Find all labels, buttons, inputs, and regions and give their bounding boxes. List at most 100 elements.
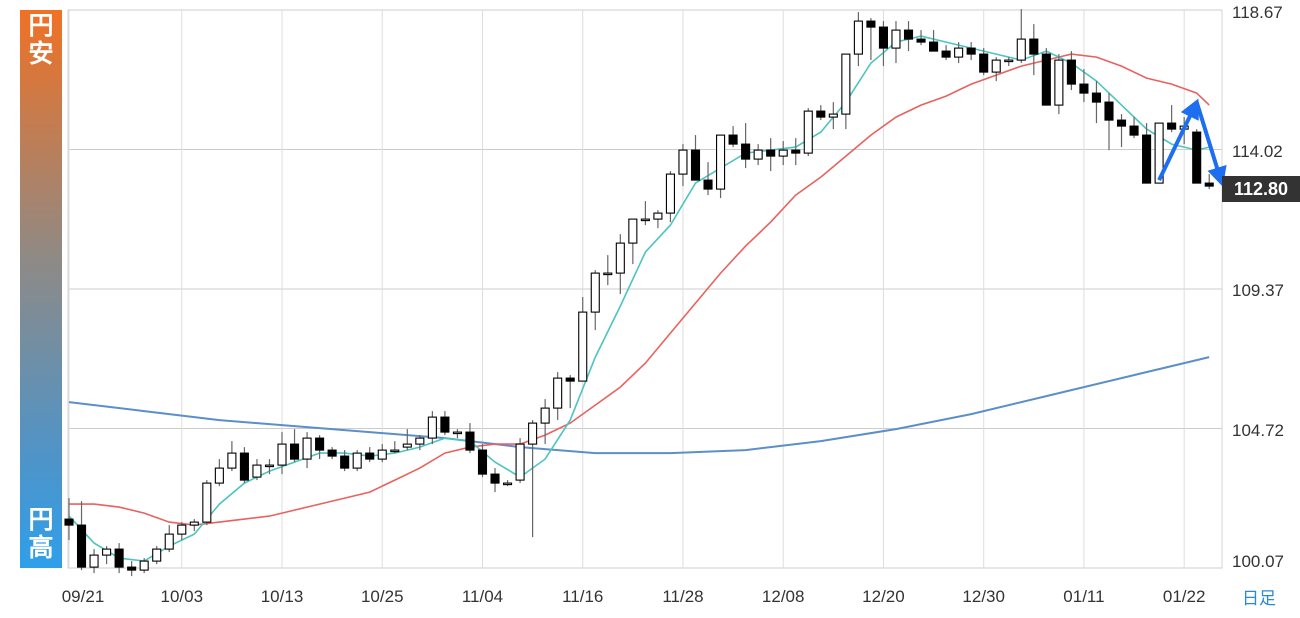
candle-body <box>540 407 550 424</box>
candle <box>1041 48 1051 106</box>
candle-body <box>1041 53 1051 106</box>
candle <box>1054 54 1064 115</box>
x-tick-label: 01/22 <box>1162 587 1206 606</box>
candle-body <box>340 455 350 469</box>
candle-body <box>152 548 162 562</box>
candle-body <box>440 416 450 433</box>
candle-body <box>878 26 889 49</box>
candle <box>553 372 563 421</box>
candle-body <box>465 431 475 451</box>
candle-body <box>628 218 638 244</box>
candle <box>891 21 901 64</box>
ma-short-line <box>68 35 1210 562</box>
candle <box>1192 129 1202 184</box>
candle <box>690 135 701 181</box>
candle-body <box>515 443 525 481</box>
x-tick-label: 11/28 <box>662 587 704 606</box>
candle-body <box>327 449 337 457</box>
candle-body <box>991 59 1001 73</box>
candle-body <box>189 521 199 526</box>
candle-body <box>164 533 174 550</box>
candle-body <box>502 482 513 486</box>
candle <box>1029 24 1039 76</box>
candle <box>1091 81 1102 124</box>
candle <box>828 102 838 130</box>
candle-body <box>716 134 726 190</box>
candle <box>841 53 851 130</box>
candle-body <box>853 20 863 55</box>
candle-body <box>89 554 99 568</box>
candle <box>327 447 337 460</box>
candle-body <box>264 464 275 468</box>
candle <box>728 126 738 148</box>
candle-body <box>979 53 989 73</box>
candle-body <box>665 173 675 214</box>
candle <box>402 429 412 451</box>
candle-body <box>703 179 713 190</box>
x-tick-label: 10/03 <box>160 587 204 606</box>
candle-body <box>139 560 149 571</box>
candle-body <box>315 437 325 451</box>
candle-body <box>102 548 112 556</box>
ma-long-line <box>68 356 1210 455</box>
candle-body <box>553 377 563 409</box>
candle-body <box>490 473 500 484</box>
candle-body <box>289 443 300 460</box>
candle-body <box>1104 101 1114 121</box>
y-tick-label: 114.02 <box>1232 141 1283 161</box>
candle-body <box>578 311 588 382</box>
candle-body <box>903 29 914 40</box>
candle-body <box>214 467 224 484</box>
candle-body <box>916 38 926 43</box>
candle-body <box>741 143 751 160</box>
candle <box>227 441 237 472</box>
candle-body <box>615 242 625 274</box>
period-label-daily[interactable]: 日足 <box>1242 589 1276 609</box>
candle-body <box>678 149 688 175</box>
candle <box>427 411 437 445</box>
candle-body <box>1091 92 1102 103</box>
candle <box>741 123 751 169</box>
candle <box>239 447 249 484</box>
candle-body <box>603 272 613 276</box>
candle <box>1142 123 1152 184</box>
candle <box>452 429 462 439</box>
candle-body <box>753 149 763 160</box>
candle <box>578 297 588 382</box>
x-tick-label: 12/20 <box>862 587 905 606</box>
candle <box>127 561 137 577</box>
candle <box>628 218 638 265</box>
candle-body <box>803 110 813 154</box>
candle <box>490 468 500 493</box>
candle <box>340 450 350 472</box>
candle-body <box>1192 131 1202 184</box>
candle-body <box>390 449 400 453</box>
candle <box>590 270 600 331</box>
yen-weak-label: 円 安 <box>28 11 54 68</box>
candle-body <box>377 449 387 460</box>
candle <box>1079 69 1089 103</box>
x-tick-label: 11/04 <box>461 587 504 606</box>
candle-body <box>653 212 663 220</box>
candle <box>791 138 801 166</box>
candle <box>1116 114 1127 148</box>
candle <box>1004 57 1014 67</box>
candle <box>1066 51 1076 91</box>
candle-body <box>766 149 776 157</box>
candle <box>565 375 575 409</box>
candle-body <box>76 524 87 568</box>
candle-body <box>1167 122 1177 130</box>
candle <box>277 432 287 475</box>
candle <box>665 171 675 223</box>
candle <box>803 108 813 157</box>
candle <box>202 480 212 526</box>
y-tick-label: 104.72 <box>1232 420 1284 440</box>
candle-body <box>114 548 124 568</box>
yen-strong-label: 円 高 <box>28 505 54 562</box>
candle-body <box>365 452 375 460</box>
candle-body <box>728 134 738 145</box>
candle <box>778 141 788 166</box>
candle <box>603 255 613 286</box>
candle-body <box>941 50 951 58</box>
